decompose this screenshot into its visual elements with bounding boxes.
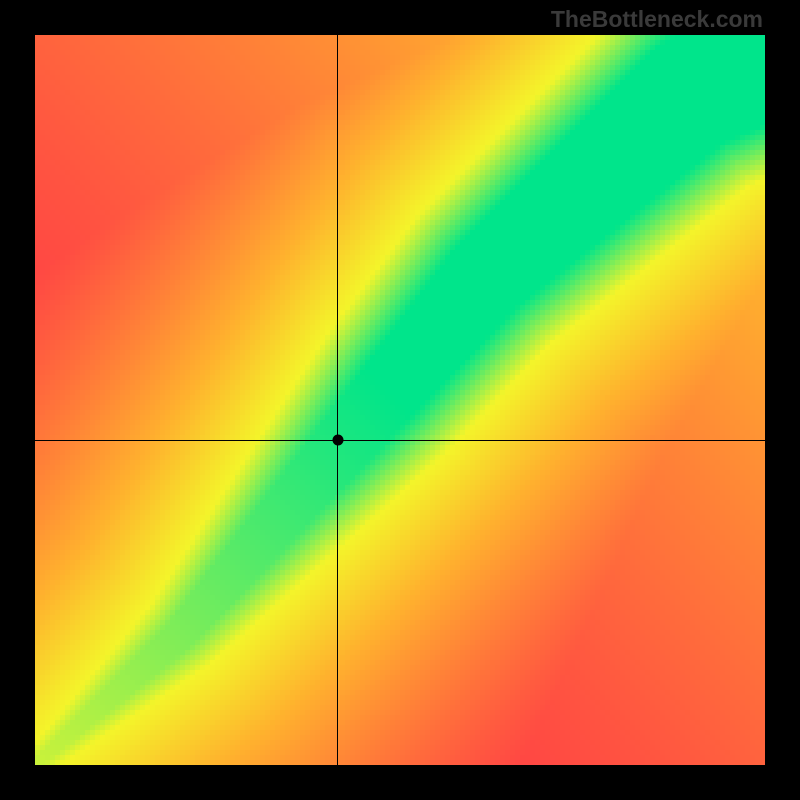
crosshair-horizontal [35,440,765,441]
crosshair-vertical [337,35,338,765]
watermark-text: TheBottleneck.com [551,6,763,33]
bottleneck-heatmap [35,35,765,765]
chart-container: TheBottleneck.com [0,0,800,800]
data-point-marker [332,435,343,446]
